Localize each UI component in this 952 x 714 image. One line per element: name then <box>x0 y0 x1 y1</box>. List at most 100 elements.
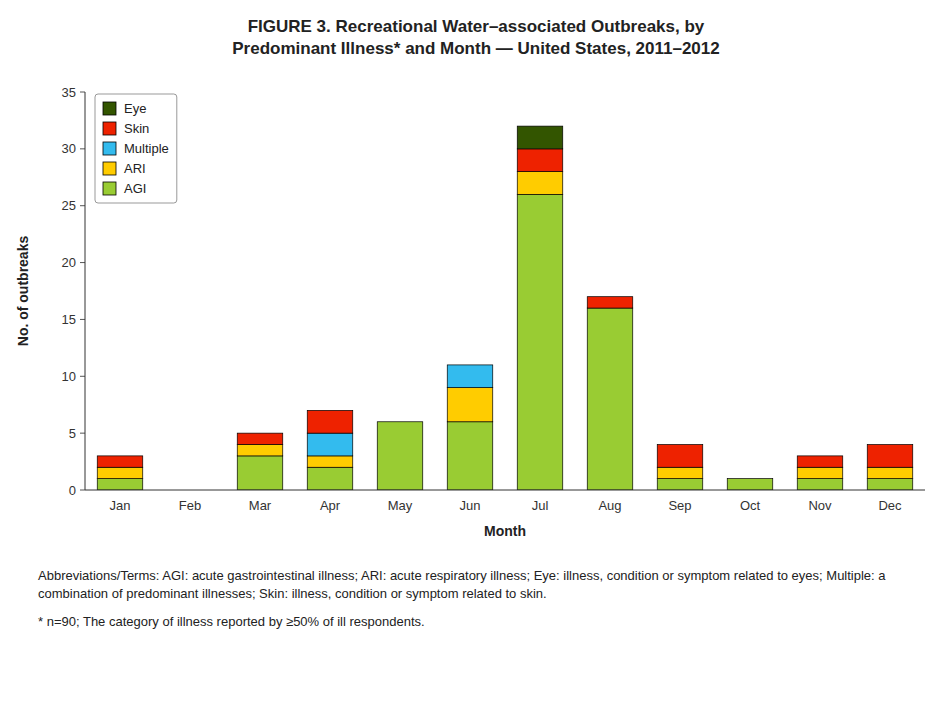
bar-segment <box>657 444 703 445</box>
bar-segment <box>97 456 143 467</box>
y-tick-label: 10 <box>62 369 76 384</box>
bar-segment <box>517 194 563 490</box>
chart: FIGURE 3. Recreational Water–associated … <box>0 0 952 714</box>
y-tick <box>80 92 85 93</box>
legend-swatch <box>103 162 116 175</box>
y-tick-label: 25 <box>62 198 76 213</box>
y-tick-label: 20 <box>62 255 76 270</box>
footnote-line: * n=90; The category of illness reported… <box>38 614 425 629</box>
x-axis-line <box>85 490 925 491</box>
bar-segment <box>797 456 843 467</box>
legend-swatch <box>103 142 116 155</box>
bar-segment <box>727 479 773 490</box>
bar-segment <box>797 467 843 478</box>
bar-segment <box>377 421 423 422</box>
x-tick-label: Jul <box>532 498 549 513</box>
bar-segment <box>797 455 843 456</box>
bar-segment <box>447 364 493 365</box>
x-tick-label: Dec <box>878 498 902 513</box>
bar-segment <box>587 296 633 297</box>
bar-segment <box>97 479 143 490</box>
bar-segment <box>377 421 423 422</box>
x-tick-label: Sep <box>668 498 691 513</box>
bar-segment <box>867 444 913 445</box>
legend-label: ARI <box>124 161 146 176</box>
y-tick-label: 15 <box>62 312 76 327</box>
bar-segment <box>587 297 633 308</box>
footnotes: Abbreviations/Terms: AGI: acute gastroin… <box>38 568 886 629</box>
legend-swatch <box>103 102 116 115</box>
y-tick-label: 5 <box>69 426 76 441</box>
x-tick-label: May <box>388 498 413 513</box>
bar-segment <box>447 364 493 365</box>
footnote-line: combination of predominant illnesses; Sk… <box>38 586 547 601</box>
bar-segment <box>377 421 423 422</box>
x-tick-label: Jun <box>460 498 481 513</box>
bar-segment <box>237 456 283 490</box>
x-tick-label: Nov <box>808 498 832 513</box>
y-tick <box>80 433 85 434</box>
legend-label: Multiple <box>124 141 169 156</box>
x-tick-label: Feb <box>179 498 201 513</box>
x-tick-label: Jan <box>110 498 131 513</box>
y-tick <box>80 319 85 320</box>
bar-segment <box>517 126 563 149</box>
bar-segment <box>307 410 353 411</box>
title-line: FIGURE 3. Recreational Water–associated … <box>248 17 705 36</box>
bar-segment <box>657 467 703 478</box>
legend-swatch <box>103 182 116 195</box>
bar-segment <box>307 456 353 467</box>
bar-segment <box>727 478 773 479</box>
bar-segment <box>727 478 773 479</box>
y-axis-label: No. of outbreaks <box>15 236 31 347</box>
bar-segment <box>97 467 143 478</box>
bar-segment <box>377 422 423 490</box>
footnote: Abbreviations/Terms: AGI: acute gastroin… <box>38 568 886 601</box>
bar-segment <box>587 308 633 490</box>
legend: Eye Skin Multiple ARI AGI <box>95 94 177 203</box>
title: FIGURE 3. Recreational Water–associated … <box>232 17 719 58</box>
y-tick-label: 35 <box>62 85 76 100</box>
bar-segment <box>867 467 913 478</box>
x-axis: Jan Feb Mar Apr May Jun Jul Aug Sep Oct Nov Dec <box>110 498 903 513</box>
bar-segment <box>377 421 423 422</box>
bar-segment <box>797 479 843 490</box>
bar-segment <box>237 433 283 444</box>
footnote: * n=90; The category of illness reported… <box>38 614 425 629</box>
bar-segment <box>867 479 913 490</box>
bar-segment <box>237 445 283 456</box>
legend-label: Skin <box>124 121 149 136</box>
x-tick-label: Oct <box>740 498 761 513</box>
x-tick-label: Aug <box>598 498 621 513</box>
bar-segment <box>727 478 773 479</box>
legend-label: Eye <box>124 101 146 116</box>
y-tick <box>80 205 85 206</box>
bar-segment <box>237 433 283 434</box>
bar-segment <box>657 445 703 468</box>
y-tick <box>80 262 85 263</box>
y-axis: 0 5 10 15 20 25 30 35 <box>62 85 85 498</box>
x-axis-label: Month <box>484 523 526 539</box>
y-tick <box>80 490 85 491</box>
y-tick <box>80 148 85 149</box>
footnote-line: Abbreviations/Terms: AGI: acute gastroin… <box>38 568 886 583</box>
y-tick-label: 30 <box>62 141 76 156</box>
bar-segment <box>447 365 493 388</box>
y-axis-line <box>85 92 86 490</box>
bar-segment <box>727 478 773 479</box>
bar-segment <box>447 422 493 490</box>
y-tick-label: 0 <box>69 483 76 498</box>
bar-segment <box>307 467 353 490</box>
x-tick-label: Mar <box>249 498 272 513</box>
x-tick-label: Apr <box>320 498 341 513</box>
bar-segment <box>447 388 493 422</box>
legend-swatch <box>103 122 116 135</box>
bar-segment <box>867 445 913 468</box>
bar-segment <box>657 479 703 490</box>
bar-segment <box>97 455 143 456</box>
y-tick <box>80 376 85 377</box>
bar-segment <box>307 433 353 456</box>
bar-segment <box>517 172 563 195</box>
bar-segment <box>517 149 563 172</box>
legend-label: AGI <box>124 181 146 196</box>
